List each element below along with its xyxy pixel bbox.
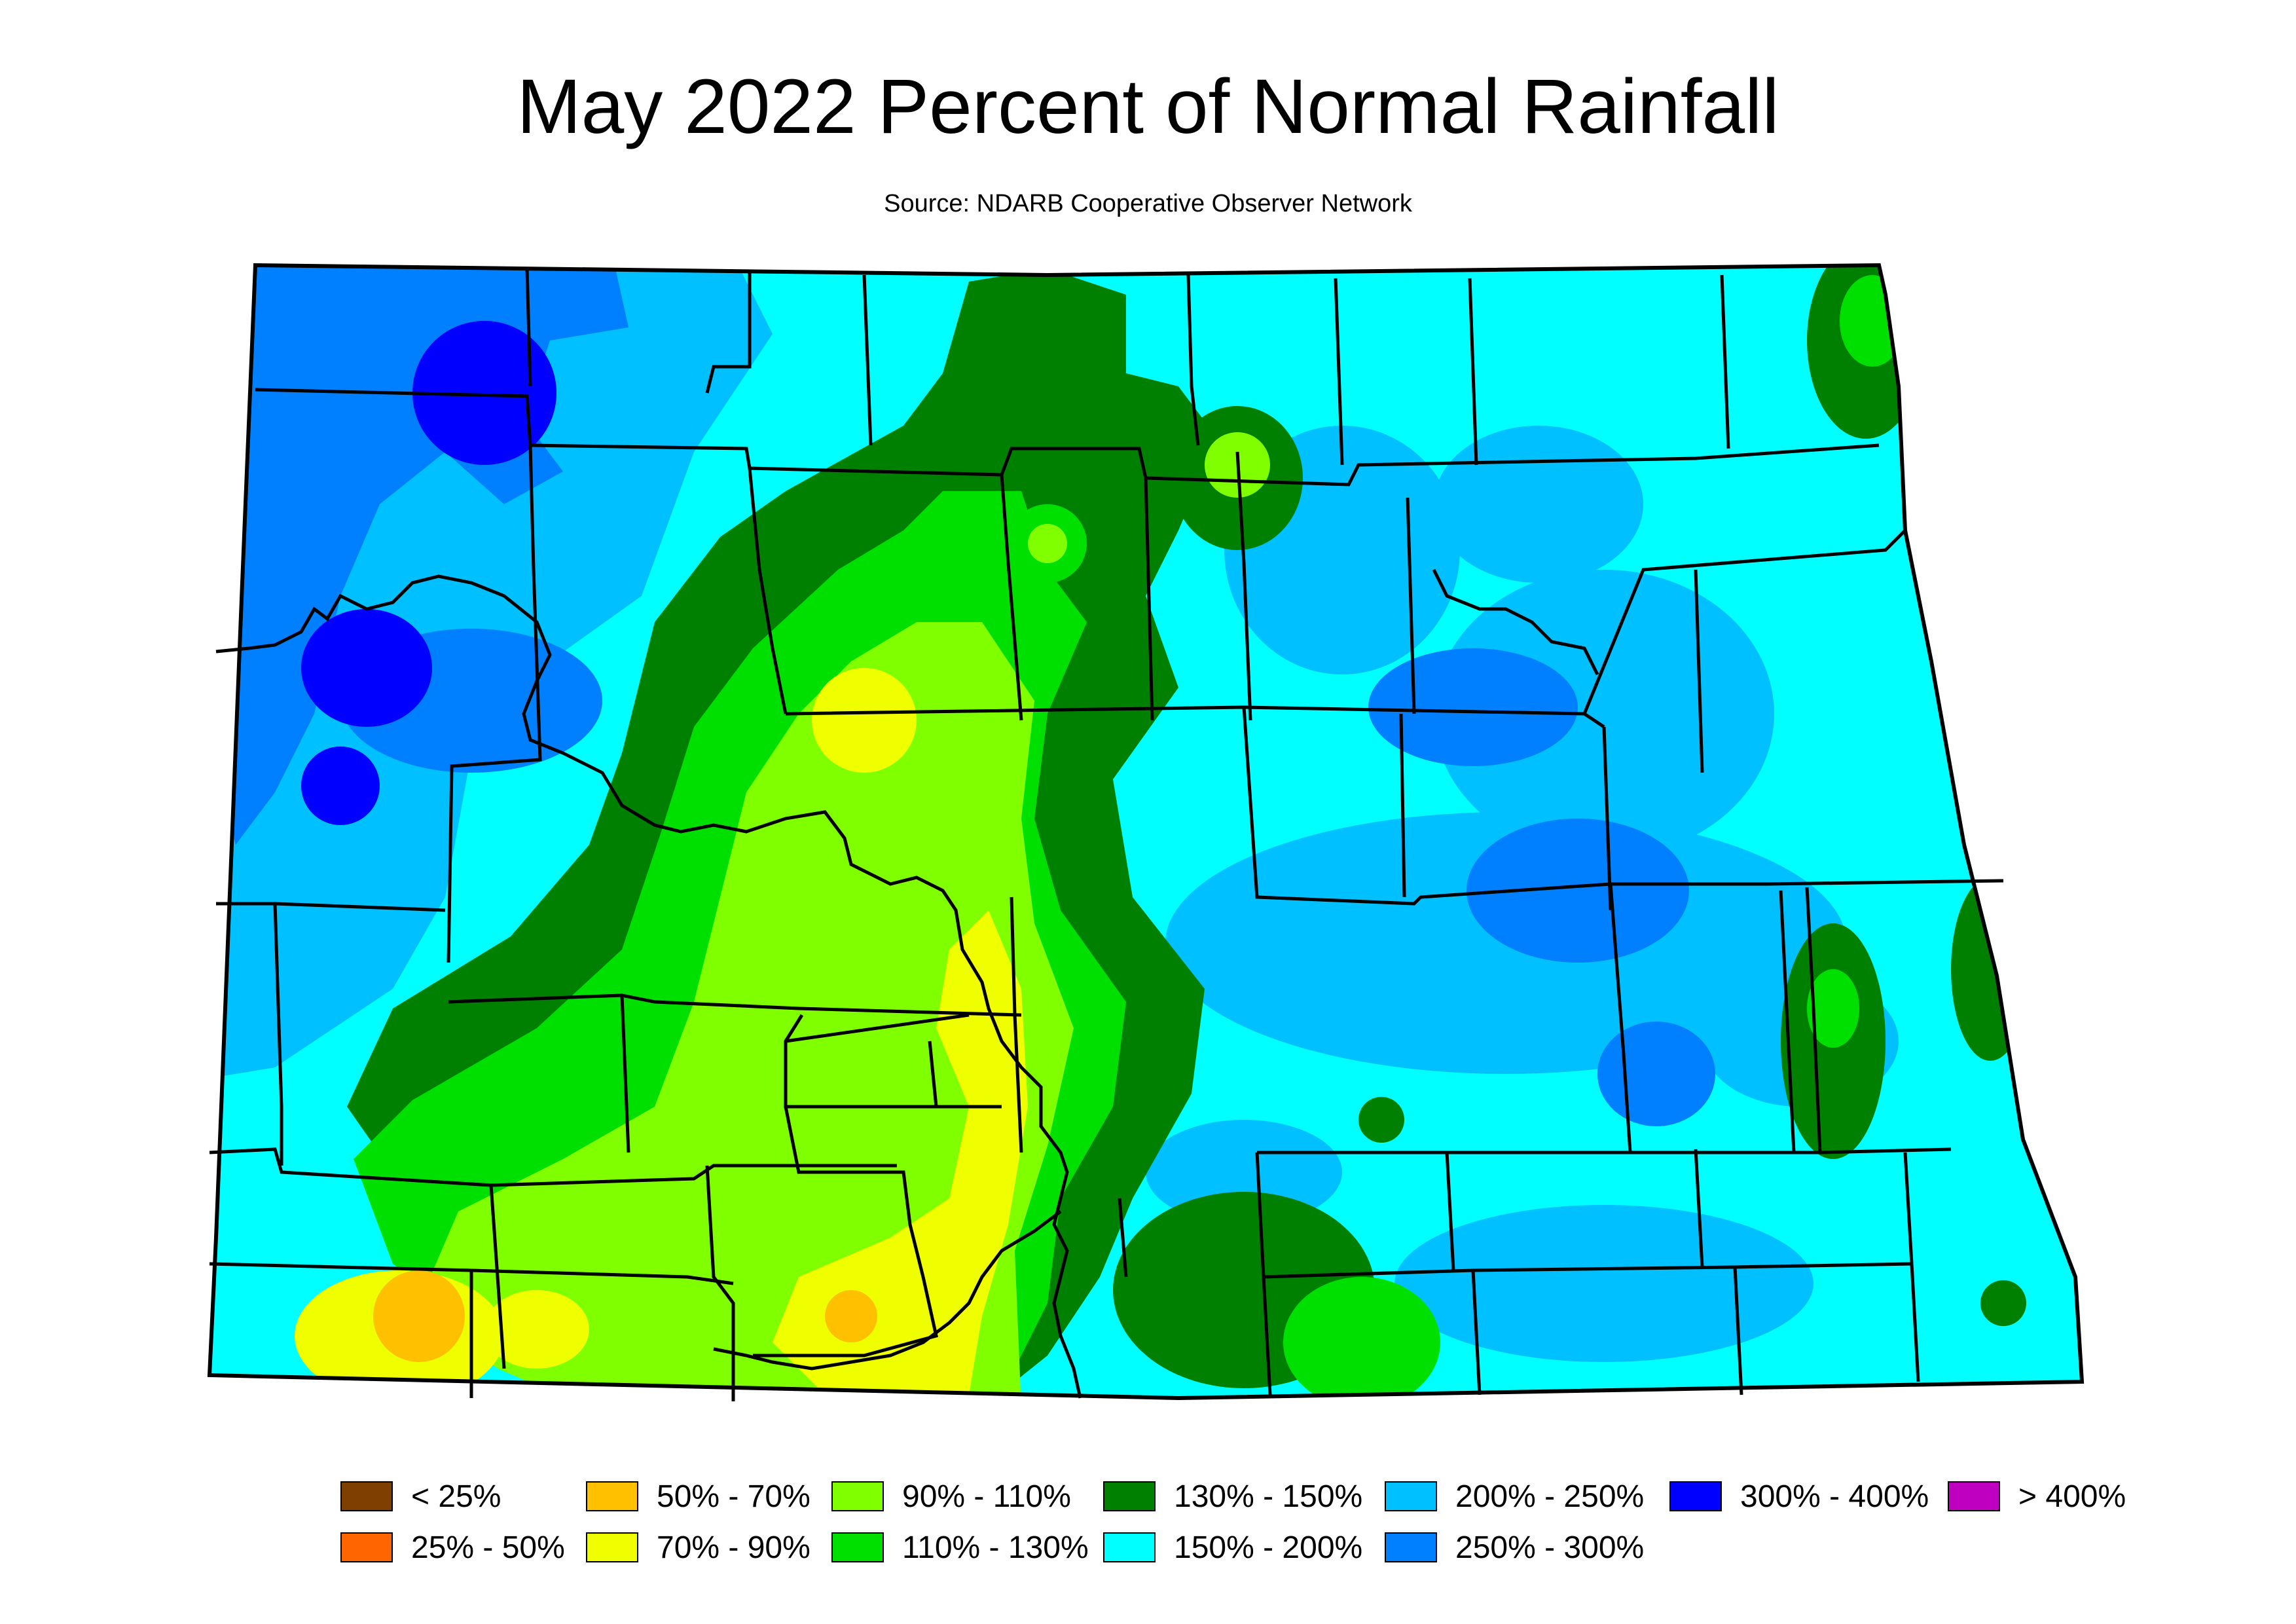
rain-zone-70-90	[484, 1290, 589, 1369]
rain-zone-200-250	[1146, 1120, 1342, 1225]
legend-item-150-200: 150% - 200%	[1103, 1530, 1363, 1565]
legend-item-gt400: > 400%	[1948, 1479, 2126, 1514]
rain-zone-130-150	[1358, 1097, 1404, 1143]
map-title: May 2022 Percent of Normal Rainfall	[517, 64, 1779, 150]
river-branch	[713, 1210, 1062, 1371]
legend-label: 250% - 300%	[1455, 1530, 1645, 1565]
legend-swatch	[1103, 1532, 1156, 1562]
legend-item-130-150: 130% - 150%	[1103, 1479, 1363, 1514]
legend-swatch	[340, 1481, 393, 1511]
legend-swatch	[1385, 1481, 1437, 1511]
legend-item-300-400: 300% - 400%	[1669, 1479, 1929, 1514]
legend-label: > 400%	[2018, 1479, 2126, 1514]
legend-item-110-130: 110% - 130%	[831, 1530, 1089, 1565]
rain-zone-200-250	[1434, 570, 1774, 858]
county-boundaries	[209, 268, 2004, 1401]
state-boundary	[207, 263, 2085, 1401]
devils-lake-shoreline	[1432, 568, 1599, 676]
legend-swatch	[586, 1481, 638, 1511]
rain-zone-70-90	[812, 668, 917, 773]
legend-swatch	[831, 1481, 884, 1511]
legend-label: < 25%	[411, 1479, 501, 1514]
rain-zone-110-130	[1807, 969, 1859, 1048]
legend-swatch	[1103, 1481, 1156, 1511]
legend-swatch	[340, 1532, 393, 1562]
map-subtitle: Source: NDARB Cooperative Observer Netwo…	[884, 190, 1412, 217]
legend-item-250-300: 250% - 300%	[1385, 1530, 1645, 1565]
rain-zone-200-250	[1434, 426, 1643, 583]
legend-swatch	[586, 1532, 638, 1562]
legend-label: 300% - 400%	[1740, 1479, 1929, 1514]
legend-item-200-250: 200% - 250%	[1385, 1479, 1645, 1514]
rain-zone-50-70	[825, 1290, 877, 1342]
missouri-river	[215, 574, 1082, 1399]
rain-zone-130-150	[1951, 877, 2030, 1061]
legend-label: 50% - 70%	[657, 1479, 811, 1514]
legend-item-70-90: 70% - 90%	[586, 1530, 811, 1565]
legend-label: 130% - 150%	[1174, 1479, 1363, 1514]
legend-item-50-70: 50% - 70%	[586, 1479, 811, 1514]
rain-zone-250-300	[1467, 819, 1689, 963]
rain-zone-300-400	[301, 747, 380, 825]
rain-zone-50-70	[373, 1270, 465, 1362]
legend-swatch	[831, 1532, 884, 1562]
rain-zone-70-90	[773, 910, 1028, 1395]
legend-label: 90% - 110%	[902, 1479, 1071, 1514]
legend-label: 70% - 90%	[657, 1530, 811, 1565]
rain-zone-200-250	[1394, 1205, 1813, 1362]
rain-zone-300-400	[412, 321, 556, 465]
rainfall-map	[207, 263, 2085, 1401]
legend-swatch	[1948, 1481, 2000, 1511]
rain-zone-250-300	[1597, 1022, 1715, 1126]
legend-swatch	[1669, 1481, 1722, 1511]
legend-label: 110% - 130%	[902, 1530, 1089, 1565]
legend-label: 150% - 200%	[1174, 1530, 1363, 1565]
legend-label: 25% - 50%	[411, 1530, 565, 1565]
rain-zone-110-130	[1283, 1277, 1440, 1398]
rain-zone-250-300	[1368, 648, 1578, 766]
legend-item-90-110: 90% - 110%	[831, 1479, 1071, 1514]
rain-zone-300-400	[301, 609, 432, 727]
legend-item-25-50: 25% - 50%	[340, 1530, 565, 1565]
rain-zone-130-150	[1980, 1280, 2026, 1326]
legend-swatch	[1385, 1532, 1437, 1562]
legend-item-lt25: < 25%	[340, 1479, 501, 1514]
rain-zone-90-110	[1028, 524, 1067, 563]
legend-label: 200% - 250%	[1455, 1479, 1645, 1514]
